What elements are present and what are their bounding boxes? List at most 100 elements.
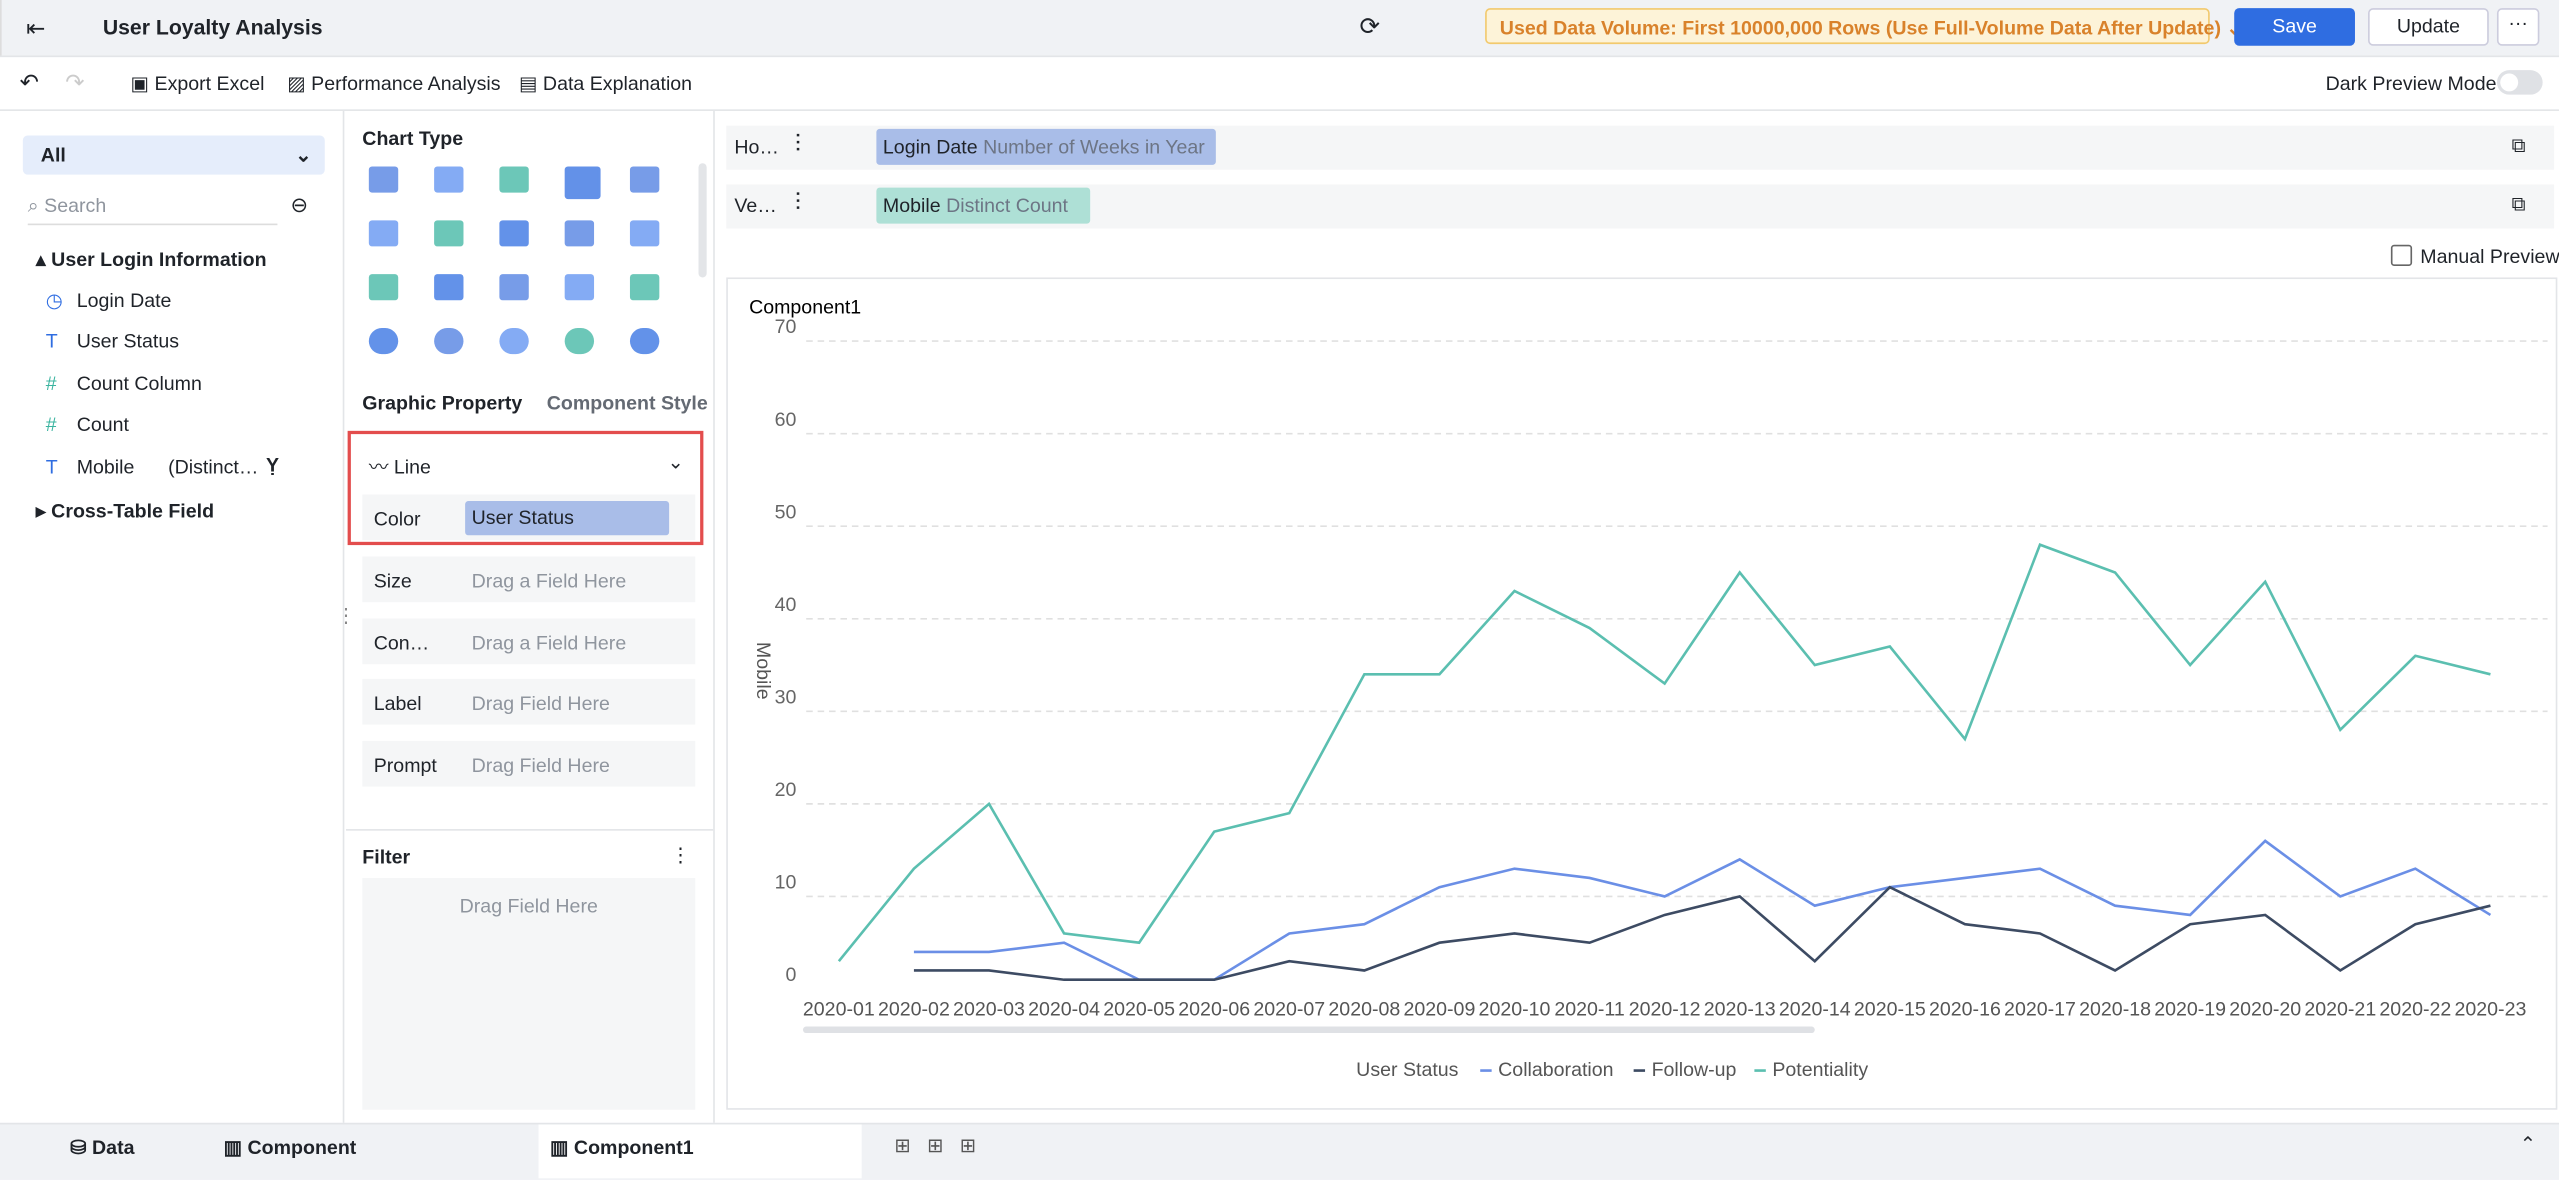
chart-type-icon[interactable] xyxy=(629,166,660,193)
add-icons[interactable]: ⊞ ⊞ ⊞ xyxy=(894,1134,977,1158)
x-tick-label: 2020-06 xyxy=(1178,998,1250,1020)
chart-type-icon[interactable] xyxy=(499,274,529,301)
line-series xyxy=(913,839,2492,982)
chart-type-icon[interactable] xyxy=(368,274,399,301)
placeholder[interactable]: Drag a Field Here xyxy=(471,569,627,593)
filter-icon[interactable]: Ỵ xyxy=(266,453,280,477)
field-icon: # xyxy=(45,372,57,395)
legend-label[interactable]: Potentiality xyxy=(1772,1059,1868,1081)
settings-icon[interactable]: ⧉ xyxy=(2511,192,2526,216)
field[interactable]: Login Date xyxy=(76,288,172,312)
resize-handle[interactable]: ⋮ xyxy=(336,603,356,627)
export-excel[interactable]: ▣ Export Excel xyxy=(130,71,265,95)
filter-drop[interactable]: Drag Field Here xyxy=(362,878,696,1110)
chart-type-icon[interactable] xyxy=(564,220,595,247)
tab[interactable]: Component Style xyxy=(546,391,708,415)
chart-type-icon[interactable] xyxy=(499,220,529,247)
bottom-bar xyxy=(0,1122,2559,1180)
field: Login Date xyxy=(882,135,978,159)
tab[interactable]: ▥ Component xyxy=(223,1135,357,1159)
chart-type-icon[interactable] xyxy=(564,166,601,200)
chart-type-icon[interactable] xyxy=(499,328,529,355)
search-box[interactable]: ⌕ Search xyxy=(27,194,278,226)
x-tick-label: 2020-19 xyxy=(2154,998,2226,1020)
refresh-icon[interactable]: ⟳ xyxy=(1359,13,1380,41)
chart-type-icon[interactable] xyxy=(629,274,660,301)
placeholder[interactable]: Drag Field Here xyxy=(471,753,610,777)
field[interactable]: Mobile xyxy=(76,455,135,479)
collapse[interactable]: ⌃ xyxy=(2519,1132,2537,1156)
chart-type-icon[interactable] xyxy=(434,220,464,247)
chart-type-icon[interactable] xyxy=(434,274,464,301)
property-row xyxy=(362,678,696,725)
chart-type-icon[interactable] xyxy=(499,166,529,193)
field-icon: T xyxy=(45,329,58,353)
chart-type-icon[interactable] xyxy=(564,274,595,301)
label: Line xyxy=(393,455,431,479)
group[interactable]: ▸ Cross-Table Field xyxy=(35,499,215,523)
field-icon: # xyxy=(45,412,57,436)
x-tick-label: 2020-04 xyxy=(1028,998,1100,1020)
axis-icon[interactable]: ⫶ xyxy=(794,130,801,159)
axis-field[interactable]: Mobile Distinct Count xyxy=(876,187,1091,224)
chart-type-icon[interactable] xyxy=(629,328,660,355)
performance-analysis[interactable]: ▨ Performance Analysis xyxy=(287,71,501,95)
chart-type-icon[interactable] xyxy=(434,328,464,355)
tab-active[interactable]: Graphic Property xyxy=(362,391,523,415)
chart-type-icon[interactable] xyxy=(629,220,660,247)
field[interactable]: User Status xyxy=(76,329,180,353)
save-button[interactable]: Save xyxy=(2234,8,2355,46)
back-icon[interactable]: ⇤ xyxy=(26,14,46,41)
axis-icon[interactable]: ⫶ xyxy=(794,189,801,218)
x-tick-label: 2020-23 xyxy=(2455,998,2527,1020)
label: Performance Analysis xyxy=(311,71,501,95)
settings-icon[interactable]: ⧉ xyxy=(2511,133,2526,157)
property-label: Label xyxy=(373,691,422,715)
chart-type-icon[interactable] xyxy=(564,328,595,355)
x-tick-label: 2020-09 xyxy=(1403,998,1475,1020)
field[interactable]: Count Column xyxy=(76,372,202,395)
scrollbar xyxy=(802,1026,1815,1034)
group[interactable]: ▴ User Login Information xyxy=(35,248,267,271)
axis-field[interactable]: Login Date Number of Weeks in Year xyxy=(876,128,1216,165)
dark-mode-toggle[interactable] xyxy=(2496,70,2543,95)
redo[interactable]: ↷ xyxy=(65,68,85,95)
data-volume-notice[interactable]: Used Data Volume: First 10000,000 Rows (… xyxy=(1485,8,2243,45)
chart-type-icon[interactable] xyxy=(368,166,399,193)
y-tick-label: 20 xyxy=(775,779,797,801)
y-axis-label: Mobile xyxy=(752,642,774,700)
more-button[interactable]: ··· xyxy=(2496,8,2540,46)
y-tick-label: 60 xyxy=(775,409,797,431)
legend-label[interactable]: Follow-up xyxy=(1652,1059,1737,1081)
more[interactable]: ⋮ xyxy=(670,843,691,867)
y-tick-label: 50 xyxy=(775,501,797,523)
label: Component1 xyxy=(573,1135,694,1159)
field-note: (Distinct… xyxy=(168,455,259,479)
field[interactable]: Count xyxy=(76,412,129,436)
x-tick-label: 2020-01 xyxy=(803,998,875,1020)
placeholder[interactable]: Drag a Field Here xyxy=(471,630,627,654)
data-explanation[interactable]: ▤ Data Explanation xyxy=(518,71,693,95)
y-tick-label: 10 xyxy=(775,872,797,894)
undo[interactable]: ↶ xyxy=(19,68,39,95)
legend-label[interactable]: Collaboration xyxy=(1498,1059,1613,1081)
field-filter[interactable]: All ⌄ xyxy=(22,135,325,175)
tab[interactable]: ⛁ Data xyxy=(70,1135,135,1159)
property-row xyxy=(362,617,696,664)
placeholder[interactable]: Drag Field Here xyxy=(471,691,610,715)
chart-type-icon[interactable] xyxy=(368,220,399,247)
label: Data xyxy=(92,1135,135,1159)
checkbox[interactable] xyxy=(2390,244,2413,267)
y-tick-label: 0 xyxy=(786,964,797,986)
x-tick-label: 2020-18 xyxy=(2079,998,2151,1020)
mark-type-select[interactable]: 〰 Line xyxy=(368,455,431,479)
tab-active[interactable]: ▥ Component1 xyxy=(538,1124,862,1179)
chart-type-icon[interactable] xyxy=(434,166,464,193)
color-field[interactable]: User Status xyxy=(465,501,670,536)
axis-label: Ve… xyxy=(734,194,777,218)
chart-type-icon[interactable] xyxy=(368,328,399,355)
line-series xyxy=(837,543,2491,963)
x-tick-label: 2020-17 xyxy=(2004,998,2076,1020)
update-button[interactable]: Update xyxy=(2368,8,2489,46)
search-options[interactable]: ⊖ xyxy=(290,192,309,218)
